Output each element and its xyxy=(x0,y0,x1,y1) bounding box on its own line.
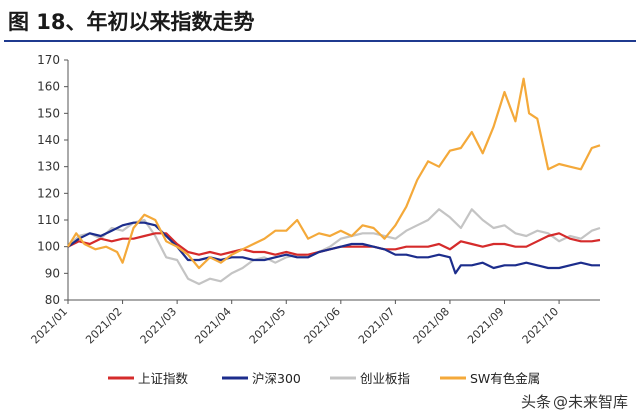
legend-label: SW有色金属 xyxy=(470,371,540,386)
x-tick-label: 2021/04 xyxy=(192,305,234,347)
y-tick-label: 110 xyxy=(37,213,60,227)
x-tick-labels: 2021/01 2021/02 2021/03 2021/04 2021/05 2021/… xyxy=(29,305,562,347)
y-tick-label: 100 xyxy=(37,240,60,254)
watermark-logo: 头条 xyxy=(520,393,551,411)
series-line xyxy=(67,208,601,286)
x-tick-label: 2021/08 xyxy=(411,305,453,347)
watermark-text: @未来智库 xyxy=(552,393,628,411)
x-tick-label: 2021/10 xyxy=(520,305,562,347)
legend-label: 沪深300 xyxy=(252,371,301,386)
x-tick-label: 2021/06 xyxy=(301,305,343,347)
y-tick-label: 140 xyxy=(37,133,60,147)
y-tick-label: 150 xyxy=(37,106,60,120)
y-tick-labels: 80 90 100 110 120 130 140 150 160 170 xyxy=(37,53,60,307)
y-tick-label: 130 xyxy=(37,160,60,174)
legend-label: 上证指数 xyxy=(138,371,189,386)
y-tick-label: 80 xyxy=(45,293,60,307)
legend-item: SW有色金属 xyxy=(440,371,540,386)
legend-item: 创业板指 xyxy=(330,371,410,386)
series-line xyxy=(67,77,601,270)
x-tick-label: 2021/05 xyxy=(247,305,289,347)
y-tick-label: 120 xyxy=(37,186,60,200)
title-rule xyxy=(4,40,636,42)
series-line xyxy=(67,221,600,275)
x-tick-label: 2021/09 xyxy=(465,305,507,347)
legend-label: 创业板指 xyxy=(360,371,410,386)
legend: 上证指数 沪深300 创业板指 SW有色金属 xyxy=(108,371,540,386)
y-tick-label: 160 xyxy=(37,80,60,94)
series-lines xyxy=(67,77,601,286)
legend-item: 上证指数 xyxy=(108,371,189,386)
x-tick-label: 2021/01 xyxy=(29,305,71,347)
y-tick-label: 170 xyxy=(37,53,60,67)
legend-item: 沪深300 xyxy=(222,371,301,386)
chart-axes xyxy=(64,59,600,304)
y-tick-label: 90 xyxy=(45,266,60,280)
x-tick-label: 2021/02 xyxy=(83,305,125,347)
watermark: 头条 @未来智库 xyxy=(521,391,628,412)
figure-title: 图 18、年初以来指数走势 xyxy=(8,10,255,34)
x-tick-label: 2021/03 xyxy=(138,305,180,347)
x-tick-label: 2021/07 xyxy=(356,305,398,347)
